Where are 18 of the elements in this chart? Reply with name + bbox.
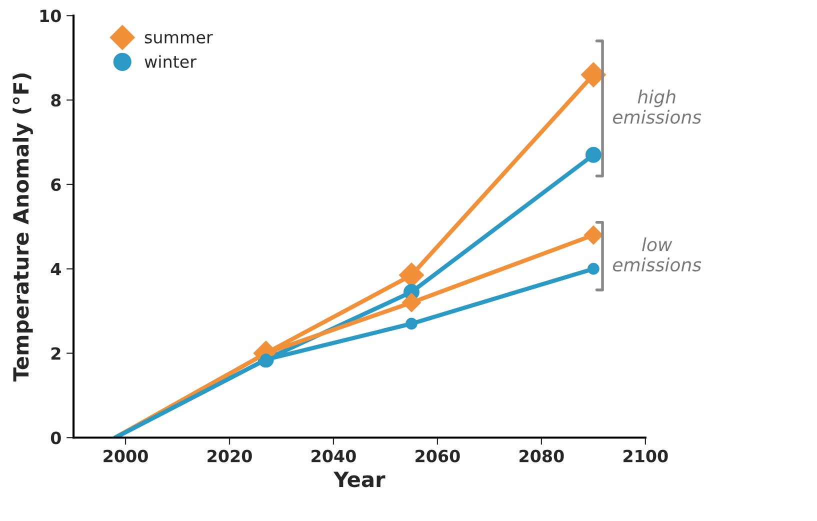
y-tick-label: 6: [51, 178, 61, 192]
x-tick-label: 2040: [312, 450, 356, 462]
y-tick-label: 0: [50, 432, 61, 444]
legend-label: summer: [144, 34, 213, 44]
x-axis-title: Year: [333, 472, 386, 488]
x-tick-label: 2000: [104, 450, 148, 462]
legend-label: winter: [144, 55, 196, 68]
y-tick-label: 8: [51, 94, 61, 107]
x-tick-label: 2060: [416, 450, 460, 462]
y-tick-label: 4: [50, 263, 61, 276]
annotation: high emissions: [612, 90, 702, 124]
annotation: low emissions: [612, 237, 702, 272]
y-tick-label: 2: [51, 347, 60, 360]
x-tick-label: 2100: [624, 450, 668, 462]
y-axis-title: Temperature Anomaly (°F): [12, 74, 33, 382]
x-tick-label: 2020: [208, 450, 252, 462]
x-tick-label: 2080: [520, 450, 564, 462]
y-tick-label: 10: [40, 10, 61, 22]
